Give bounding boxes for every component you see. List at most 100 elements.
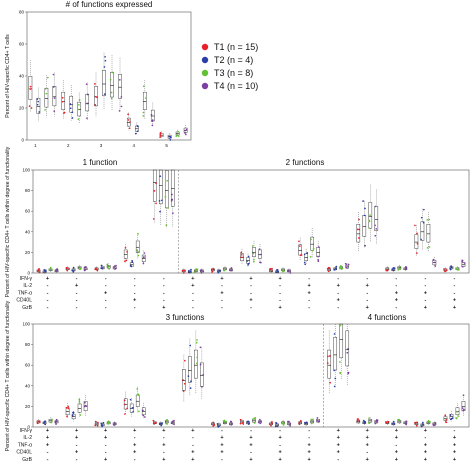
marker-0-1: -: [76, 276, 78, 282]
y-tick-label-20: 20: [25, 404, 31, 409]
row-label-0: IFN-γ: [20, 276, 33, 282]
point-bot-marks-12-T4-1: [405, 420, 408, 423]
bottom-panel1-title: 3 functions: [166, 313, 205, 322]
point-mid-marks-4-T1-2: [155, 202, 157, 205]
point-top-3-T4-3: [151, 120, 154, 123]
point-bot-marks-12-T2-0: [391, 422, 393, 425]
marker-2-7: -: [250, 290, 252, 296]
point-bot-marks-9-T3-0: [310, 422, 313, 425]
box-top-2-T2: [102, 70, 106, 96]
row-label-3: CD40L: [16, 298, 32, 304]
point-mid-marks-10-T1-2: [326, 267, 329, 270]
point-mid-marks-2-T3-3: [107, 266, 109, 269]
point-mid-marks-9-T3-3: [310, 238, 312, 241]
point-bot-marks-14-T2-2: [451, 417, 454, 419]
point-mid-marks-13-T2-1: [420, 238, 422, 241]
legend-swatch-t2: [201, 56, 209, 64]
point-bot-marks-8-T1-0: [268, 423, 271, 425]
marker-3-6: +: [220, 450, 223, 456]
marker-3-7: -: [250, 450, 252, 456]
marker-1-6: -: [221, 283, 223, 289]
point-mid-marks-2-T1-1: [95, 268, 98, 270]
point-mid-marks-4-T2-2: [159, 175, 162, 178]
point-bot-marks-7-T4-0: [259, 422, 262, 425]
point-mid-marks-5-T2-1: [188, 271, 191, 274]
point-top-1-T1-1: [61, 100, 64, 103]
point-mid-marks-5-T3-3: [196, 269, 198, 272]
point-bot-marks-4-T3-3: [164, 419, 167, 422]
point-mid-marks-8-T3-3: [282, 270, 284, 273]
point-bot-marks-5-T2-0: [189, 344, 192, 347]
marker-4-14: +: [453, 305, 456, 311]
point-bot-marks-11-T1-2: [356, 419, 359, 422]
point-bot-marks-3-T2-2: [132, 407, 135, 409]
point-mid-marks-11-T4-1: [375, 227, 378, 230]
point-bot-marks-3-T1-0: [123, 399, 126, 402]
point-bot-marks-3-T3-2: [137, 394, 140, 397]
point-mid-marks-2-T4-0: [113, 265, 116, 268]
point-bot-marks-3-T2-3: [129, 398, 132, 401]
marker-0-8: -: [279, 428, 281, 434]
point-mid-marks-3-T1-2: [125, 259, 128, 262]
marker-3-11: -: [366, 450, 368, 456]
point-top-0-T3-1: [45, 92, 48, 95]
point-bot-marks-10-T4-1: [346, 351, 349, 354]
point-bot-marks-0-T1-2: [38, 421, 41, 423]
point-mid-marks-13-T3-1: [426, 219, 429, 221]
point-bot-marks-13-T2-2: [422, 421, 424, 424]
marker-4-0: -: [47, 305, 49, 311]
point-mid-marks-5-T1-2: [182, 272, 185, 274]
point-bot-marks-7-T2-3: [246, 420, 249, 423]
point-mid-marks-0-T4-2: [55, 269, 58, 272]
point-top-1-T2-2: [71, 111, 74, 114]
point-mid-marks-12-T2-1: [392, 269, 395, 271]
point-mid-marks-1-T2-3: [72, 270, 75, 273]
point-mid-marks-11-T2-1: [363, 214, 366, 217]
point-mid-marks-9-T2-2: [303, 253, 306, 256]
mid-panel1-title: 1 function: [83, 158, 118, 167]
point-bot-marks-13-T3-3: [428, 420, 431, 423]
box-bot-marks-10-T1: [327, 349, 332, 379]
point-bot-marks-6-T4-0: [231, 422, 233, 425]
point-bot-marks-13-T1-3: [415, 424, 418, 427]
marker-4-7: -: [250, 305, 252, 311]
marker-1-5: +: [191, 283, 194, 289]
point-mid-marks-10-T3-1: [339, 265, 342, 267]
point-bot-marks-9-T3-2: [310, 418, 313, 421]
point-bot-marks-12-T4-3: [404, 422, 407, 425]
point-mid-marks-9-T1-3: [298, 240, 300, 243]
point-mid-marks-12-T2-2: [391, 268, 394, 270]
marker-1-8: -: [279, 283, 281, 289]
point-top-1-T3-2: [77, 118, 80, 121]
marker-3-8: -: [279, 298, 281, 304]
point-mid-marks-9-T2-1: [306, 252, 309, 254]
marker-3-13: +: [424, 450, 427, 456]
point-bot-marks-4-T1-1: [152, 419, 155, 422]
point-mid-marks-9-T1-2: [298, 245, 301, 247]
point-top-2-T3-3: [111, 71, 114, 74]
box-bot-marks-10-T2: [333, 337, 338, 371]
point-top-2-T4-2: [118, 78, 121, 81]
point-bot-marks-8-T1-1: [271, 422, 273, 425]
row-label-1: IL-2: [23, 435, 32, 441]
marker-3-2: -: [105, 450, 107, 456]
point-mid-marks-14-T4-0: [463, 262, 466, 264]
box-mid-marks-3-T1: [123, 249, 128, 259]
point-mid-marks-8-T1-3: [269, 267, 272, 270]
marker-4-3: -: [134, 457, 136, 462]
point-mid-marks-5-T2-0: [187, 269, 190, 272]
point-top-0-T3-2: [44, 109, 46, 111]
point-top-3-T3-2: [144, 97, 147, 99]
point-bot-marks-8-T2-0: [276, 425, 279, 428]
marker-2-6: +: [220, 290, 223, 296]
point-mid-marks-2-T4-3: [115, 267, 117, 270]
point-bot-marks-12-T2-3: [393, 422, 395, 425]
point-bot-marks-2-T1-0: [97, 421, 99, 424]
point-mid-marks-3-T3-3: [136, 249, 139, 252]
point-mid-marks-7-T1-0: [240, 256, 243, 259]
marker-1-5: -: [192, 435, 194, 441]
point-bot-marks-10-T2-0: [333, 369, 336, 372]
legend-swatch-t3: [201, 69, 209, 77]
point-mid-marks-0-T2-1: [43, 269, 46, 271]
box-mid-marks-11-T3: [368, 202, 373, 229]
